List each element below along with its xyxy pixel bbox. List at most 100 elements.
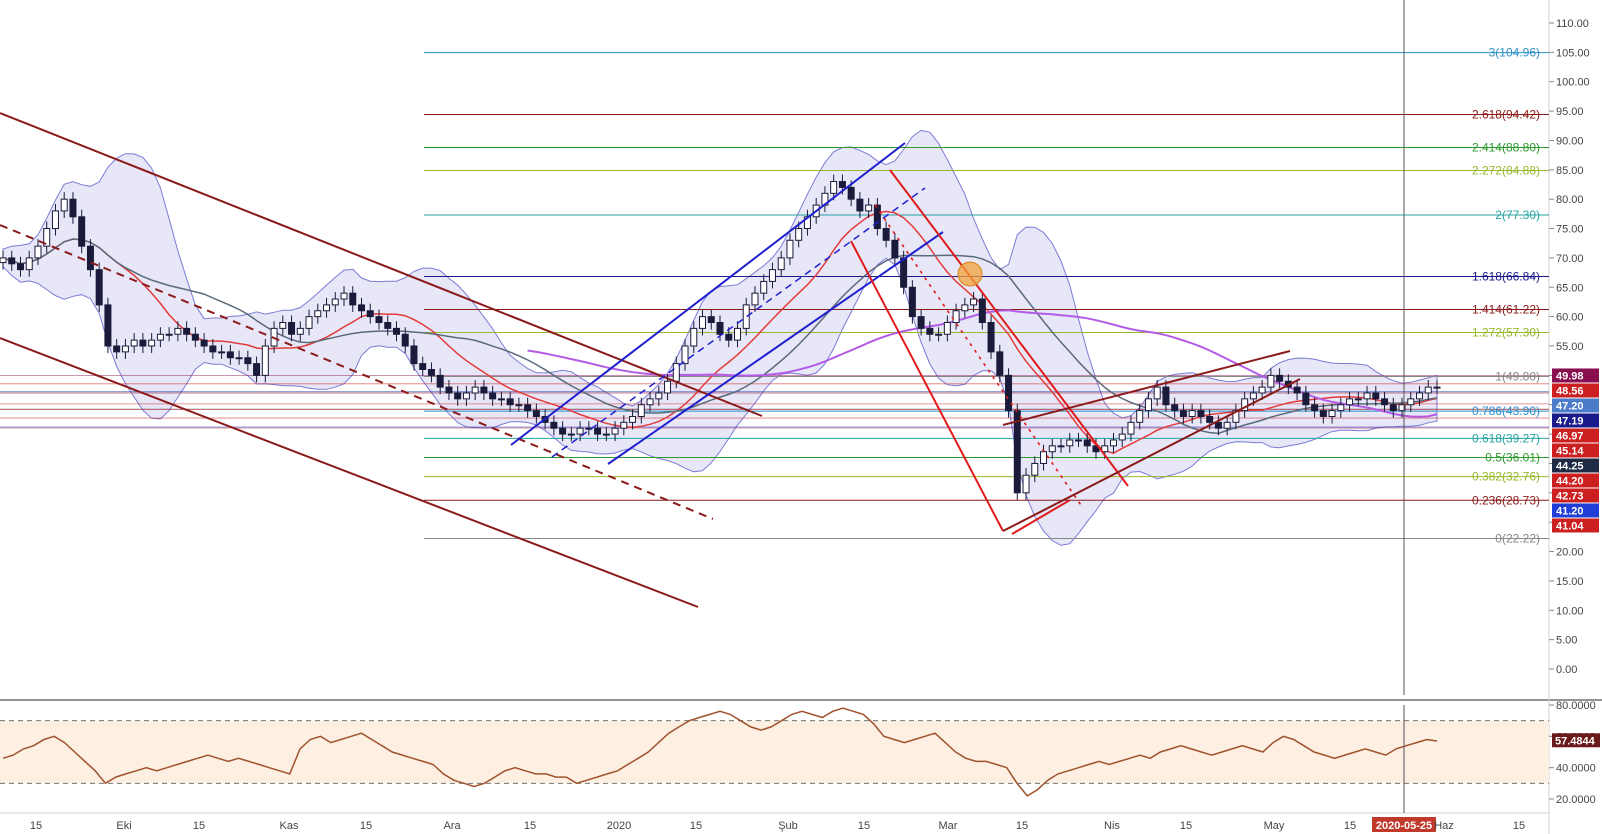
trendline-fall-left[interactable] bbox=[850, 240, 1004, 532]
rsi-band bbox=[0, 720, 1549, 784]
price-marker-box bbox=[1552, 428, 1599, 443]
time-axis-label: 15 bbox=[1344, 820, 1356, 832]
rsi-line bbox=[2, 707, 1438, 797]
candle-down bbox=[384, 322, 392, 329]
candle-down bbox=[69, 198, 77, 218]
candle-up bbox=[629, 415, 637, 423]
price-tick-label: 55.00 bbox=[1556, 341, 1584, 353]
candle-up bbox=[235, 357, 243, 360]
candle-up bbox=[1363, 392, 1371, 400]
candle-down bbox=[506, 398, 514, 406]
fib-level-label: 2.414(88.80) bbox=[1472, 141, 1540, 155]
price-tick-label: 5.00 bbox=[1556, 635, 1577, 647]
candle-up bbox=[672, 363, 680, 382]
candle-down bbox=[113, 345, 121, 353]
candle-down bbox=[16, 263, 24, 271]
price-tick-label: 10.00 bbox=[1556, 605, 1584, 617]
price-tick-label: 60.00 bbox=[1556, 312, 1584, 324]
candle-up bbox=[1136, 410, 1144, 423]
time-axis-label: Eki bbox=[116, 820, 131, 832]
candle-down bbox=[375, 316, 383, 324]
candle-down bbox=[95, 269, 103, 306]
time-axis-label: 2020 bbox=[607, 820, 631, 832]
candle-down bbox=[838, 181, 846, 188]
candle-down bbox=[392, 327, 400, 335]
fib-level-label: 1.414(61.22) bbox=[1472, 302, 1540, 316]
candle-down bbox=[436, 374, 444, 388]
price-marker-box bbox=[1552, 368, 1599, 383]
candle-up bbox=[768, 269, 776, 282]
price-tick-label: 75.00 bbox=[1556, 224, 1584, 236]
candle-up bbox=[742, 304, 750, 329]
candle-up bbox=[751, 292, 759, 306]
candle-up bbox=[121, 345, 129, 353]
candle-up bbox=[471, 386, 479, 394]
candle-down bbox=[1389, 404, 1397, 412]
trendline-desc-upper[interactable] bbox=[0, 112, 763, 417]
candle-up bbox=[1249, 392, 1257, 400]
rsi-indicator bbox=[2, 707, 1438, 797]
candle-up bbox=[733, 327, 741, 341]
price-tick-label: 20.00 bbox=[1556, 547, 1584, 559]
trendline-fall-mid[interactable] bbox=[874, 204, 1084, 509]
candle-up bbox=[1057, 445, 1065, 448]
price-marker-label: 41.04 bbox=[1556, 520, 1584, 532]
candle-up bbox=[1258, 386, 1266, 394]
candle-down bbox=[524, 404, 532, 412]
price-tick-label: 105.00 bbox=[1556, 47, 1590, 59]
candle-down bbox=[244, 357, 252, 365]
candle-down bbox=[366, 310, 374, 318]
time-axis: 15 Eki 15 Kas 15 Ara 15 2020 15 Şub 15 Mar 15 Nis 15 Ma… bbox=[30, 817, 1525, 832]
candle-up bbox=[655, 392, 663, 400]
trendline-wedge-lower[interactable] bbox=[1002, 378, 1301, 532]
candle-up bbox=[1109, 439, 1117, 447]
candle-up bbox=[576, 427, 584, 435]
candle-down bbox=[917, 316, 925, 329]
candle-down bbox=[139, 339, 147, 347]
time-axis-highlight-label: 2020-05-25 bbox=[1376, 820, 1432, 832]
rsi-tick-label: 80.0000 bbox=[1556, 700, 1596, 712]
candle-up bbox=[331, 298, 339, 306]
candle-up bbox=[261, 345, 269, 376]
candle-up bbox=[1153, 386, 1161, 400]
candle-up bbox=[620, 421, 628, 429]
candle-down bbox=[200, 339, 208, 347]
trendline-wedge-bottom-red[interactable] bbox=[1011, 499, 1071, 535]
candle-down bbox=[1311, 404, 1319, 412]
candle-down bbox=[550, 421, 558, 429]
candle-up bbox=[314, 310, 322, 318]
candle-up bbox=[830, 181, 838, 194]
candle-down bbox=[104, 304, 112, 347]
trendline-desc-lower[interactable] bbox=[0, 337, 699, 608]
candle-up bbox=[1223, 421, 1231, 429]
highlight-circle[interactable] bbox=[957, 261, 983, 287]
candle-up bbox=[970, 298, 978, 306]
trendline-rise-mid[interactable] bbox=[551, 187, 926, 458]
trendline-rise-upper[interactable] bbox=[510, 142, 906, 446]
price-marker-label: 47.20 bbox=[1556, 400, 1584, 412]
trendline-fall-right[interactable] bbox=[889, 169, 1129, 487]
price-axis: 110.00 105.00 100.00 95.00 90.00 85.00 80.00 75… bbox=[1549, 18, 1590, 676]
candle-down bbox=[480, 386, 488, 394]
candle-down bbox=[707, 316, 715, 324]
price-marker-box bbox=[1552, 473, 1599, 488]
candle-up bbox=[567, 433, 575, 436]
time-axis-label: 15 bbox=[1513, 820, 1525, 832]
trendline-rise-lower[interactable] bbox=[607, 231, 944, 465]
candle-up bbox=[699, 316, 707, 329]
trendline-wedge-upper[interactable] bbox=[1002, 350, 1291, 426]
candle-down bbox=[716, 322, 724, 335]
time-axis-label: Ara bbox=[443, 820, 461, 832]
price-marker-label: 45.14 bbox=[1556, 445, 1584, 457]
fib-level-label: 0.786(43.90) bbox=[1472, 404, 1540, 418]
trendline-desc-mid[interactable] bbox=[0, 224, 714, 520]
candle-up bbox=[1416, 392, 1424, 400]
candle-down bbox=[1013, 410, 1021, 494]
price-marker-label: 47.19 bbox=[1556, 415, 1584, 427]
candle-down bbox=[454, 392, 462, 400]
candle-up bbox=[1328, 410, 1336, 417]
candle-up bbox=[323, 304, 331, 312]
candle-up bbox=[279, 322, 287, 329]
trend-drawings[interactable] bbox=[0, 112, 1301, 608]
